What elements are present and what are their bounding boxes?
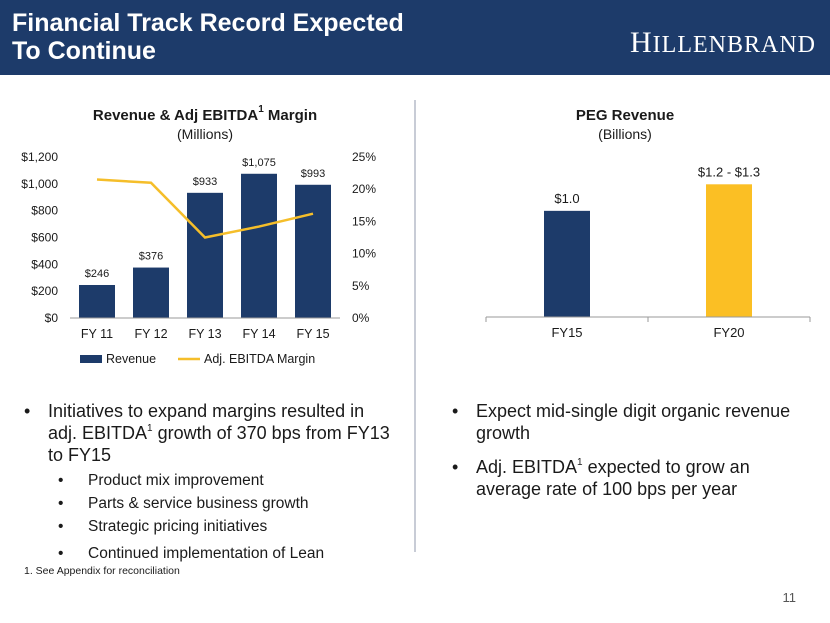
left-chart-title: Revenue & Adj EBITDA1 Margin [40, 104, 370, 125]
revenue-bar [133, 267, 169, 318]
revenue-data-label: $993 [301, 168, 325, 180]
hillenbrand-logo: HILLENBRAND [630, 26, 816, 60]
left-bullet-list: Initiatives to expand margins resulted i… [20, 400, 390, 563]
bullet-ebitda-sup: 1 [577, 457, 583, 468]
x-axis-tick: FY 15 [296, 327, 329, 341]
left-axis-tick: $1,200 [21, 150, 58, 164]
revenue-data-label: $246 [85, 268, 109, 280]
page-number: 11 [782, 590, 797, 605]
revenue-data-label: $933 [193, 176, 217, 188]
bullet-initiatives: Initiatives to expand margins resulted i… [20, 400, 390, 466]
left-chart-title-text: Revenue & Adj EBITDA [92, 107, 259, 124]
left-chart-subtitle: (Millions) [177, 126, 233, 142]
left-chart-title-suffix: Margin [263, 107, 318, 124]
footnote: 1. See Appendix for reconciliation [24, 565, 180, 577]
right-chart-title: PEG Revenue [575, 107, 675, 124]
right-chart-subtitle: (Billions) [598, 126, 652, 142]
peg-x-axis-tick: FY20 [713, 325, 744, 340]
peg-revenue-bar [706, 184, 752, 317]
x-axis-tick: FY 12 [134, 327, 167, 341]
right-axis-tick: 10% [352, 247, 376, 261]
right-bullet-list: Expect mid-single digit organic revenue … [448, 400, 808, 506]
x-axis-tick: FY 11 [81, 327, 113, 341]
sub-bullet-parts-service: Parts & service business growth [58, 495, 390, 513]
title-line-1: Financial Track Record Expected [12, 9, 404, 37]
peg-data-label: $1.2 - $1.3 [698, 164, 760, 179]
legend-ebitda-label: Adj. EBITDA Margin [204, 352, 315, 366]
sub-bullet-strategic-pricing: Strategic pricing initiatives [58, 518, 390, 536]
peg-data-label: $1.0 [554, 191, 579, 206]
left-axis-tick: $400 [31, 257, 58, 271]
vertical-divider [414, 100, 416, 552]
bullet-initiatives-text: Initiatives to expand margins resulted i… [48, 401, 365, 443]
bullet-organic-growth: Expect mid-single digit organic revenue … [448, 400, 808, 444]
ebitda-margin-line [96, 178, 314, 239]
revenue-bar [295, 184, 331, 318]
peg-revenue-chart: $1.0 FY15 $1.2 - $1.3 FY20 [485, 164, 811, 340]
logo-rest: ILLENBRAND [652, 32, 816, 58]
title-line-2: To Continue [12, 37, 156, 65]
header-bar: Financial Track Record Expected To Conti… [0, 0, 830, 75]
right-axis-tick: 20% [352, 182, 376, 196]
right-axis-tick: 5% [352, 279, 370, 293]
page-title: Financial Track Record Expected To Conti… [12, 9, 492, 65]
left-chart-title-sup: 1 [258, 104, 264, 115]
bullet-initiatives-suffix: growth of 370 bps from FY13 to FY15 [48, 423, 390, 465]
revenue-bar [241, 173, 277, 318]
bullet-initiatives-sup: 1 [147, 423, 153, 434]
revenue-data-label: $376 [139, 251, 163, 263]
right-axis-tick: 15% [352, 214, 376, 228]
left-axis-tick: $0 [45, 311, 59, 325]
revenue-data-label: $1,075 [242, 157, 276, 169]
legend-revenue-label: Revenue [106, 352, 156, 366]
left-axis-tick: $200 [31, 284, 58, 298]
left-axis-tick: $1,000 [21, 177, 58, 191]
revenue-bar [79, 284, 115, 318]
revenue-bar [187, 192, 223, 318]
legend-revenue-swatch [80, 355, 102, 363]
bullet-ebitda-suffix: expected to grow an average rate of 100 … [476, 457, 750, 499]
x-axis-tick: FY 13 [188, 327, 221, 341]
bullet-ebitda-growth: Adj. EBITDA1 expected to grow an average… [448, 456, 808, 500]
bullet-ebitda-text: Adj. EBITDA [476, 457, 578, 477]
peg-revenue-bar [544, 210, 590, 317]
peg-x-axis-tick: FY15 [551, 325, 582, 340]
left-axis-tick: $600 [31, 231, 58, 245]
left-axis-tick: $800 [31, 204, 58, 218]
right-axis-tick: 25% [352, 150, 376, 164]
sub-bullet-lean: Continued implementation of Lean [58, 545, 390, 563]
logo-initial: H [630, 26, 653, 59]
revenue-ebitda-chart: $0 $200 $400 $600 $800 $1,000 $1,200 0% 5% 10% 15%… [21, 150, 376, 366]
right-axis-tick: 0% [352, 311, 370, 325]
sub-bullet-product-mix: Product mix improvement [58, 472, 390, 490]
x-axis-tick: FY 14 [242, 327, 275, 341]
